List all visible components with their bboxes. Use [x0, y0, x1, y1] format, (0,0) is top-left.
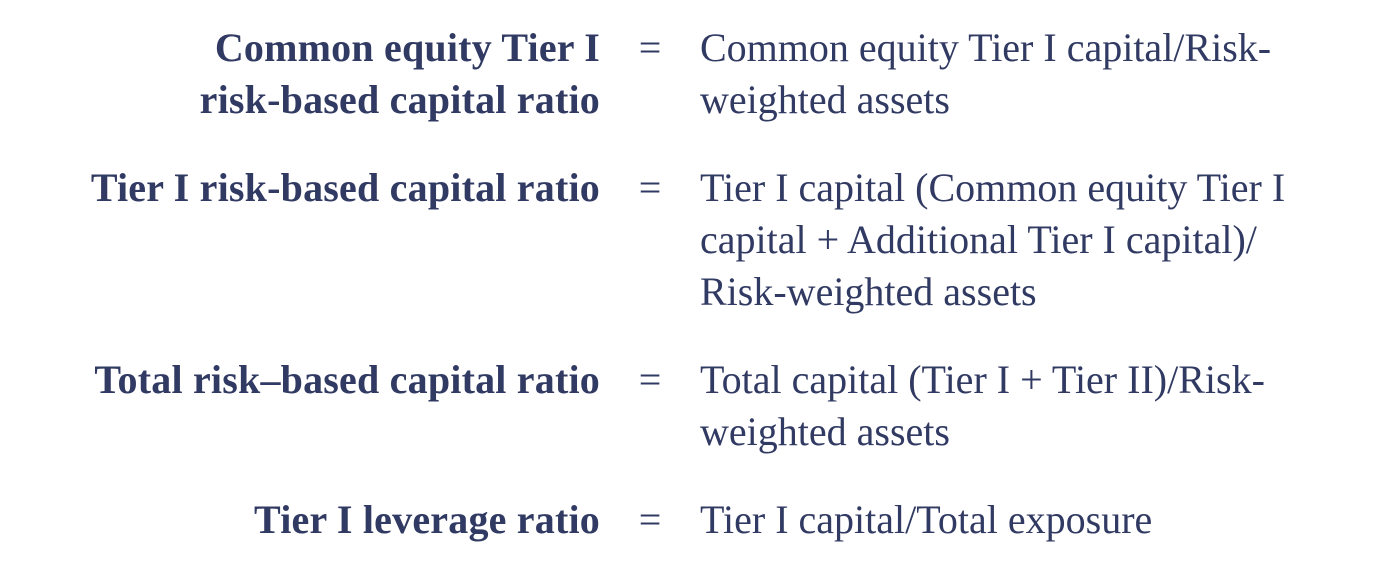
definition-line: Tier I capital (Common equity Tier I: [700, 165, 1286, 210]
equals-sign: =: [638, 165, 662, 210]
equation-definition: Tier I capital/Total exposure: [700, 494, 1392, 546]
definition-line: capital + Additional Tier I capital)/: [700, 217, 1257, 262]
equation-term: Total risk–based capital ratio: [0, 354, 600, 458]
term-line: Common equity Tier I: [214, 25, 600, 70]
term-line: Tier I leverage ratio: [254, 497, 600, 542]
equation-definition: Common equity Tier I capital/Risk- weigh…: [700, 22, 1392, 126]
definition-line: Total capital (Tier I + Tier II)/Risk-: [700, 357, 1265, 402]
equation-row-tier1-risk-based-ratio: Tier I risk-based capital ratio = Tier I…: [0, 162, 1392, 318]
definition-line: Common equity Tier I capital/Risk-: [700, 25, 1272, 70]
term-line: risk-based capital ratio: [199, 77, 600, 122]
equals-sign: =: [638, 357, 662, 402]
equation-definition: Total capital (Tier I + Tier II)/Risk- w…: [700, 354, 1392, 458]
equation-row-total-risk-based-ratio: Total risk–based capital ratio = Total c…: [0, 354, 1392, 458]
equation-definition: Tier I capital (Common equity Tier I cap…: [700, 162, 1392, 318]
definition-line: weighted assets: [700, 409, 950, 454]
equation-term: Tier I leverage ratio: [0, 494, 600, 546]
term-line: Tier I risk-based capital ratio: [90, 165, 600, 210]
definition-line: weighted assets: [700, 77, 950, 122]
equation-row-tier1-leverage-ratio: Tier I leverage ratio = Tier I capital/T…: [0, 494, 1392, 546]
definition-line: Risk-weighted assets: [700, 269, 1037, 314]
equation-row-common-equity-tier1-ratio: Common equity Tier I risk-based capital …: [0, 22, 1392, 126]
equals-sign: =: [638, 497, 662, 542]
term-line: Total risk–based capital ratio: [94, 357, 600, 402]
equals-sign: =: [638, 25, 662, 70]
definition-line: Tier I capital/Total exposure: [700, 497, 1153, 542]
capital-ratio-equation-list: Common equity Tier I risk-based capital …: [0, 22, 1392, 546]
equation-term: Common equity Tier I risk-based capital …: [0, 22, 600, 126]
equation-term: Tier I risk-based capital ratio: [0, 162, 600, 318]
